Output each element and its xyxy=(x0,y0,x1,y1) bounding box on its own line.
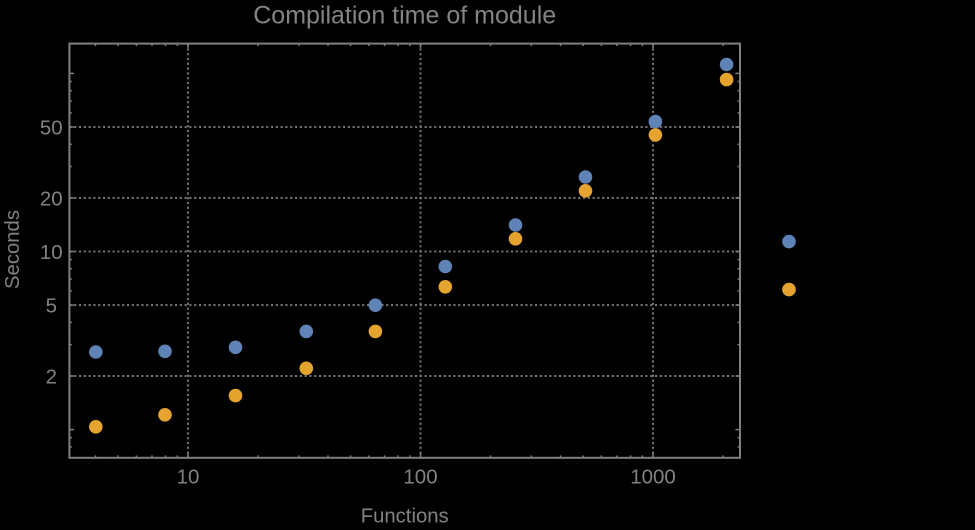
svg-text:1000: 1000 xyxy=(630,465,676,488)
svg-text:Seconds: Seconds xyxy=(2,210,24,289)
svg-text:10: 10 xyxy=(40,241,63,264)
svg-text:Functions: Functions xyxy=(361,506,449,526)
svg-text:50: 50 xyxy=(40,116,63,139)
svg-text:100: 100 xyxy=(403,465,437,488)
svg-text:20: 20 xyxy=(40,187,63,210)
svg-text:5: 5 xyxy=(46,295,57,318)
svg-text:10: 10 xyxy=(177,465,200,488)
svg-text:2: 2 xyxy=(46,365,57,388)
svg-text:Compilation time of module: Compilation time of module xyxy=(253,1,556,29)
